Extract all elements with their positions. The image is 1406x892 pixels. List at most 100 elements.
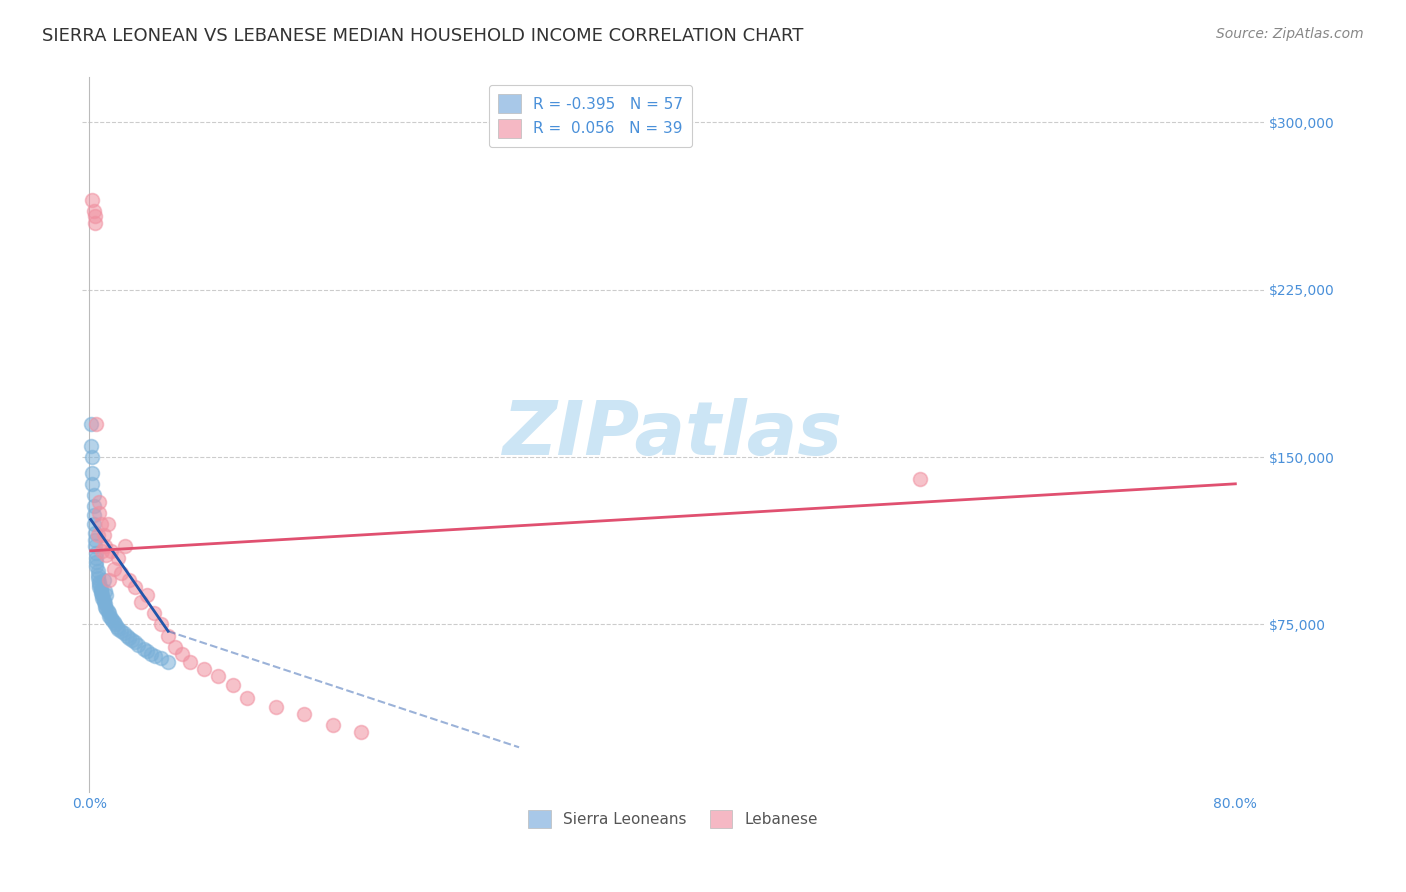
Point xyxy=(118,573,141,587)
Point xyxy=(121,633,143,648)
Point xyxy=(100,543,122,558)
Point xyxy=(98,607,121,621)
Point xyxy=(83,508,105,522)
Point xyxy=(103,562,125,576)
Point xyxy=(93,528,115,542)
Point xyxy=(87,528,110,542)
Point xyxy=(94,539,117,553)
Point xyxy=(82,450,104,464)
Point xyxy=(89,506,111,520)
Point xyxy=(350,724,373,739)
Point xyxy=(165,640,187,654)
Point xyxy=(82,476,104,491)
Point xyxy=(179,656,201,670)
Point xyxy=(94,584,117,599)
Point xyxy=(107,550,129,565)
Point xyxy=(236,691,259,706)
Point xyxy=(143,648,166,663)
Point xyxy=(91,591,114,605)
Point xyxy=(87,568,110,582)
Point xyxy=(97,516,120,531)
Point xyxy=(221,678,243,692)
Point xyxy=(90,516,112,531)
Point xyxy=(105,620,128,634)
Point xyxy=(90,582,112,596)
Point xyxy=(90,584,112,599)
Point xyxy=(97,604,120,618)
Point xyxy=(172,647,194,661)
Point xyxy=(91,589,114,603)
Text: Source: ZipAtlas.com: Source: ZipAtlas.com xyxy=(1216,27,1364,41)
Point xyxy=(124,635,146,649)
Point xyxy=(127,638,149,652)
Legend: Sierra Leoneans, Lebanese: Sierra Leoneans, Lebanese xyxy=(522,804,824,834)
Point xyxy=(83,516,105,531)
Point xyxy=(83,488,105,502)
Point xyxy=(93,595,115,609)
Point xyxy=(84,539,107,553)
Point xyxy=(908,472,931,486)
Point xyxy=(89,580,111,594)
Point xyxy=(84,525,107,540)
Point xyxy=(135,589,157,603)
Point xyxy=(94,599,117,614)
Point xyxy=(86,417,108,431)
Point xyxy=(80,417,103,431)
Point xyxy=(142,607,165,621)
Point xyxy=(82,466,104,480)
Point xyxy=(98,608,121,623)
Point xyxy=(86,559,108,574)
Point xyxy=(87,571,110,585)
Point xyxy=(207,669,229,683)
Point xyxy=(132,642,155,657)
Point xyxy=(89,494,111,508)
Point xyxy=(87,564,110,578)
Point xyxy=(139,647,162,661)
Point xyxy=(84,533,107,547)
Point xyxy=(82,193,104,207)
Point xyxy=(89,577,111,591)
Point xyxy=(103,615,125,630)
Point xyxy=(100,611,122,625)
Point xyxy=(86,546,108,560)
Point xyxy=(110,624,132,639)
Point xyxy=(84,209,107,223)
Point xyxy=(98,573,121,587)
Point xyxy=(110,566,132,581)
Point xyxy=(149,617,172,632)
Point xyxy=(112,626,135,640)
Text: ZIPatlas: ZIPatlas xyxy=(503,398,844,471)
Point xyxy=(96,589,118,603)
Point xyxy=(101,613,124,627)
Point xyxy=(129,595,152,609)
Point xyxy=(322,718,344,732)
Point xyxy=(89,575,111,590)
Point xyxy=(157,656,180,670)
Point xyxy=(93,593,115,607)
Point xyxy=(104,617,127,632)
Point xyxy=(86,550,108,565)
Point xyxy=(96,549,118,563)
Point xyxy=(115,629,138,643)
Point xyxy=(96,602,118,616)
Point xyxy=(90,586,112,600)
Point xyxy=(114,539,136,553)
Point xyxy=(149,651,172,665)
Point xyxy=(94,598,117,612)
Point xyxy=(135,644,157,658)
Point xyxy=(118,631,141,645)
Point xyxy=(80,439,103,453)
Point xyxy=(83,499,105,513)
Point xyxy=(157,629,180,643)
Text: SIERRA LEONEAN VS LEBANESE MEDIAN HOUSEHOLD INCOME CORRELATION CHART: SIERRA LEONEAN VS LEBANESE MEDIAN HOUSEH… xyxy=(42,27,804,45)
Point xyxy=(193,662,215,676)
Point xyxy=(107,622,129,636)
Point xyxy=(84,216,107,230)
Point xyxy=(91,543,114,558)
Point xyxy=(93,573,115,587)
Point xyxy=(124,580,146,594)
Point xyxy=(264,700,287,714)
Point xyxy=(86,555,108,569)
Point xyxy=(292,706,315,721)
Point xyxy=(83,204,105,219)
